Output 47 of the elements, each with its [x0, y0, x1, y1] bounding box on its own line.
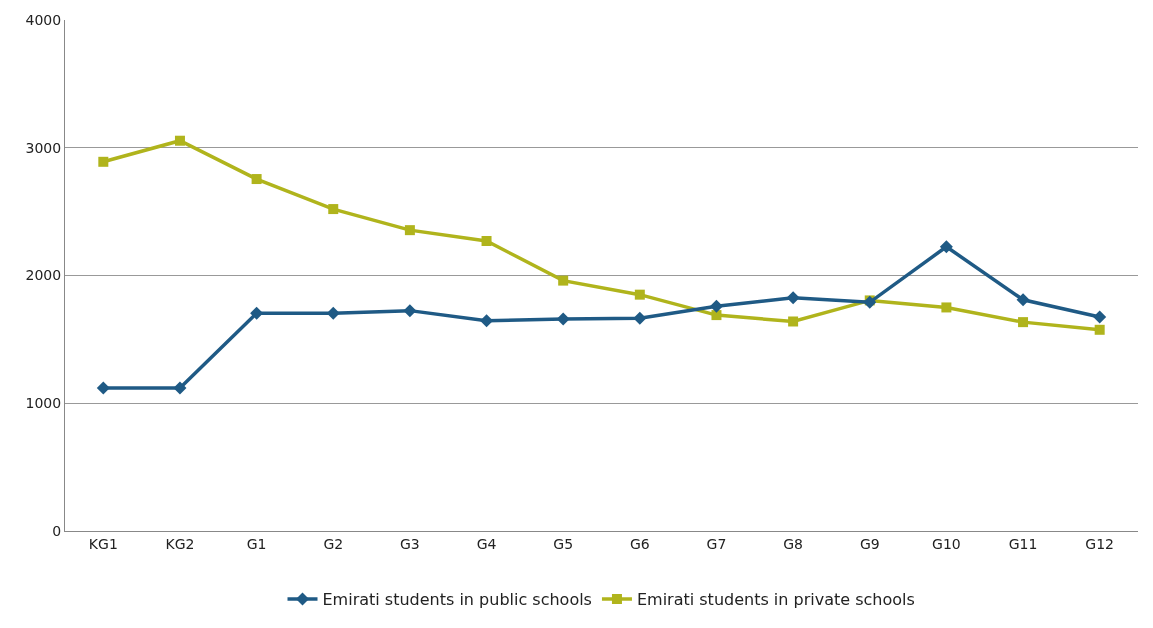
point [941, 302, 952, 313]
x-tick-label: G8 [783, 535, 803, 552]
legend-label: Emirati students in public schools [322, 590, 592, 610]
y-tick-label: 2000 [25, 267, 62, 284]
y-tick-label: 4000 [25, 11, 62, 28]
x-tick-label: G4 [476, 535, 497, 552]
point [251, 174, 262, 185]
x-tick-label: G6 [629, 535, 650, 552]
y-tick-label: 1000 [25, 395, 62, 412]
point [481, 236, 492, 247]
point [96, 381, 110, 395]
x-tick-label: KG2 [165, 535, 195, 552]
point [403, 304, 417, 318]
point [173, 381, 187, 395]
point [328, 204, 339, 215]
point [250, 306, 264, 320]
point [939, 240, 953, 254]
x-tick-label: G1 [246, 535, 267, 552]
point [1093, 310, 1107, 324]
point [633, 311, 647, 325]
legend-label: Emirati students in private schools [636, 590, 915, 610]
point [98, 156, 109, 167]
point [558, 275, 569, 286]
point [1094, 324, 1105, 335]
y-tick-label: 3000 [25, 139, 62, 156]
point [788, 316, 799, 327]
point [1018, 317, 1029, 328]
y-tick-label: 0 [52, 522, 62, 539]
x-tick-label: G2 [323, 535, 344, 552]
point [634, 289, 645, 300]
point [174, 135, 185, 146]
point [480, 314, 494, 328]
x-tick-label: G11 [1008, 535, 1038, 552]
x-tick-label: G10 [932, 535, 961, 552]
point [786, 291, 800, 305]
point [326, 306, 340, 320]
x-tick-label: G12 [1085, 535, 1115, 552]
x-tick-label: G9 [859, 535, 880, 552]
point [556, 312, 570, 326]
x-tick-label: KG1 [88, 535, 118, 552]
x-tick-label: G3 [400, 535, 420, 552]
point [711, 310, 722, 321]
x-tick-label: G5 [553, 535, 574, 552]
x-tick-label: G7 [706, 535, 727, 552]
point [404, 225, 415, 236]
point [1016, 293, 1030, 307]
point [709, 299, 723, 313]
